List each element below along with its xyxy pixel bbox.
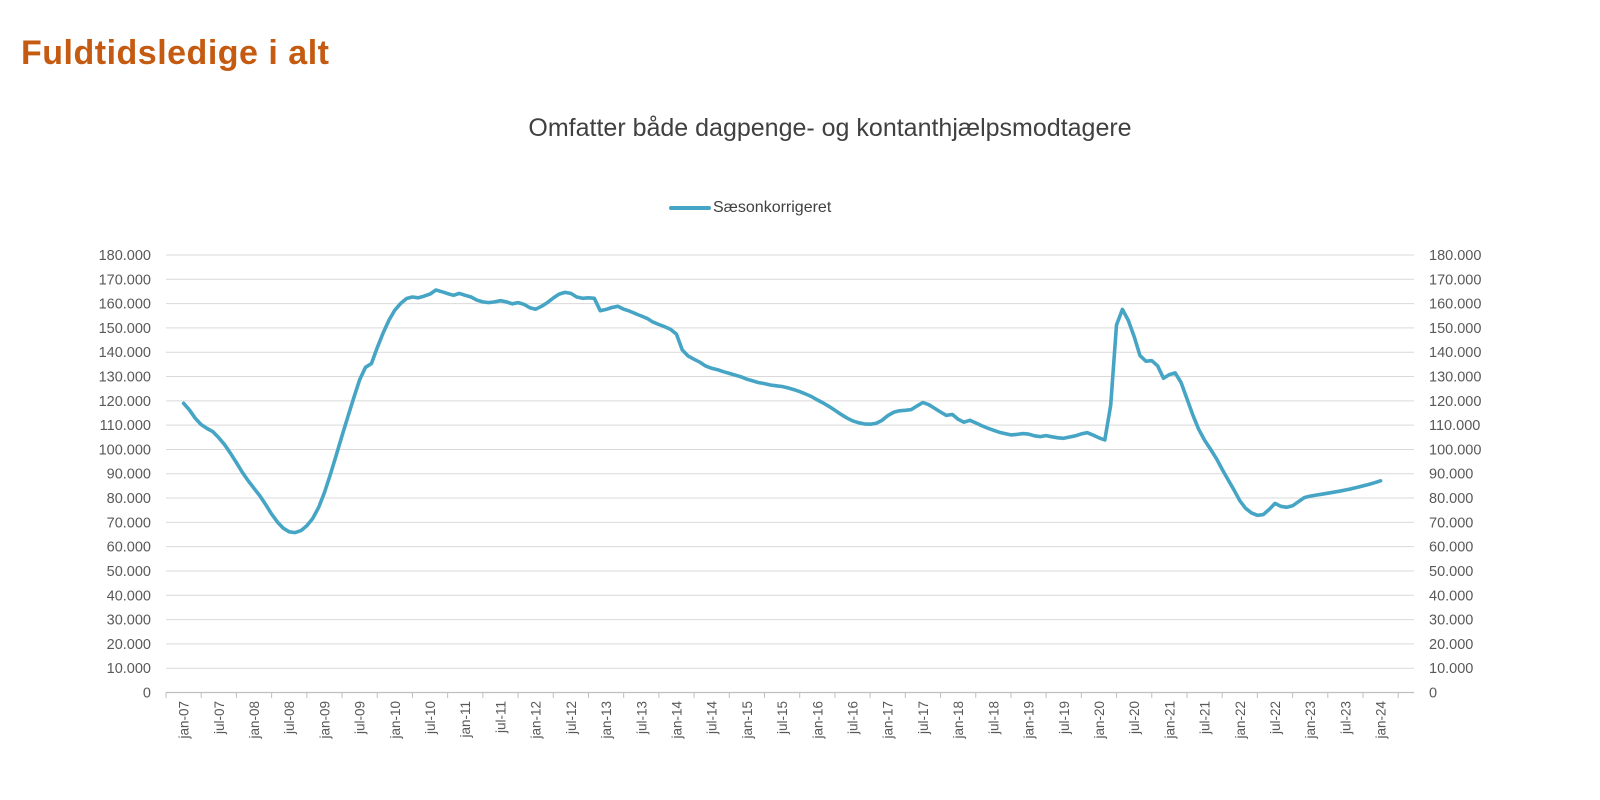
x-axis-label: jul-13 [634, 701, 649, 735]
y-axis-label-right: 180.000 [1429, 248, 1481, 264]
y-axis-label-right: 60.000 [1429, 540, 1473, 556]
x-axis-label: jul-22 [1268, 701, 1283, 735]
x-axis-label: jul-12 [564, 701, 579, 735]
y-axis-label-right: 90.000 [1429, 467, 1473, 483]
x-axis-label: jul-14 [705, 701, 720, 736]
x-axis-label: jan-21 [1162, 701, 1177, 740]
y-axis-label-right: 100.000 [1429, 442, 1481, 458]
y-axis-label-left: 110.000 [100, 418, 151, 434]
x-axis-label: jul-19 [1057, 701, 1072, 735]
y-axis-label-right: 170.000 [1429, 272, 1481, 288]
y-axis-label-left: 20.000 [107, 637, 151, 653]
x-axis-label: jan-18 [951, 701, 966, 740]
y-axis-label-right: 50.000 [1429, 564, 1473, 580]
x-axis-label: jan-13 [599, 701, 614, 740]
x-axis-label: jul-07 [212, 701, 227, 735]
y-axis-label-left: 150.000 [99, 321, 151, 337]
y-axis-label-left: 50.000 [107, 564, 151, 580]
y-axis-label-right: 0 [1429, 686, 1437, 702]
y-axis-label-left: 140.000 [99, 345, 151, 361]
legend[interactable]: Sæsonkorrigeret [669, 198, 831, 217]
y-axis-label-left: 130.000 [99, 370, 151, 386]
x-axis-label: jan-16 [810, 701, 825, 740]
x-axis-label: jan-11 [458, 701, 473, 739]
y-axis-label-left: 80.000 [107, 491, 151, 507]
x-axis-label: jan-22 [1233, 701, 1248, 740]
x-axis-label: jan-09 [317, 701, 332, 740]
y-axis-label-left: 120.000 [99, 394, 151, 410]
y-axis-label-left: 100.000 [99, 442, 151, 458]
y-axis-label-right: 30.000 [1429, 613, 1473, 629]
y-axis-label-right: 20.000 [1429, 637, 1473, 653]
y-axis-label-right: 10.000 [1429, 661, 1473, 677]
series-line-saesonkorrigeret [181, 288, 1383, 535]
y-axis-label-left: 30.000 [107, 613, 151, 629]
x-axis-label: jan-07 [177, 701, 192, 740]
x-axis-label: jul-11 [493, 701, 508, 734]
x-axis-label: jan-15 [740, 701, 755, 740]
y-axis-label-right: 150.000 [1429, 321, 1481, 337]
x-axis-label: jan-23 [1303, 701, 1318, 740]
y-axis-label-left: 160.000 [99, 297, 151, 313]
legend-line-marker [669, 205, 711, 210]
y-axis-label-right: 130.000 [1429, 370, 1481, 386]
y-axis-label-left: 180.000 [99, 248, 151, 264]
x-axis-label: jan-24 [1374, 701, 1389, 740]
legend-label: Sæsonkorrigeret [713, 198, 832, 216]
y-axis-label-left: 70.000 [107, 515, 151, 531]
x-axis-label: jul-20 [1127, 701, 1142, 735]
x-axis-label: jul-21 [1198, 701, 1213, 735]
x-axis-label: jan-14 [669, 701, 684, 740]
y-axis-label-left: 170.000 [99, 272, 151, 288]
y-axis-label-left: 0 [143, 686, 151, 702]
y-axis-label-right: 40.000 [1429, 588, 1473, 604]
y-axis-label-right: 160.000 [1429, 297, 1481, 313]
x-axis-label: jul-16 [846, 701, 861, 735]
x-axis-label: jan-20 [1092, 701, 1107, 740]
y-axis-label-right: 140.000 [1429, 345, 1481, 361]
y-axis-label-left: 40.000 [107, 588, 151, 604]
x-axis-label: jul-15 [775, 701, 790, 735]
x-axis-label: jan-12 [529, 701, 544, 740]
y-axis-label-right: 70.000 [1429, 515, 1473, 531]
chart-title: Omfatter både dagpenge- og kontanthjælps… [528, 114, 1132, 142]
x-axis-label: jul-10 [423, 701, 438, 735]
y-axis-label-left: 90.000 [107, 467, 151, 483]
y-axis-label-left: 10.000 [107, 661, 151, 677]
x-axis-label: jul-08 [282, 701, 297, 735]
x-axis-label: jan-19 [1022, 701, 1037, 740]
x-axis-label: jan-10 [388, 701, 403, 740]
x-axis-label: jan-08 [247, 701, 262, 740]
y-axis-label-right: 110.000 [1429, 418, 1480, 434]
y-axis-label-right: 80.000 [1429, 491, 1473, 507]
page-title: Fuldtidsledige i alt [21, 34, 330, 72]
x-axis-label: jul-17 [916, 701, 931, 735]
x-axis-label: jul-23 [1338, 701, 1353, 735]
y-axis-label-left: 60.000 [107, 540, 151, 556]
x-axis-label: jul-09 [353, 701, 368, 735]
y-axis-label-right: 120.000 [1429, 394, 1481, 410]
x-axis-label: jul-18 [986, 701, 1001, 735]
x-axis-label: jan-17 [881, 701, 896, 740]
